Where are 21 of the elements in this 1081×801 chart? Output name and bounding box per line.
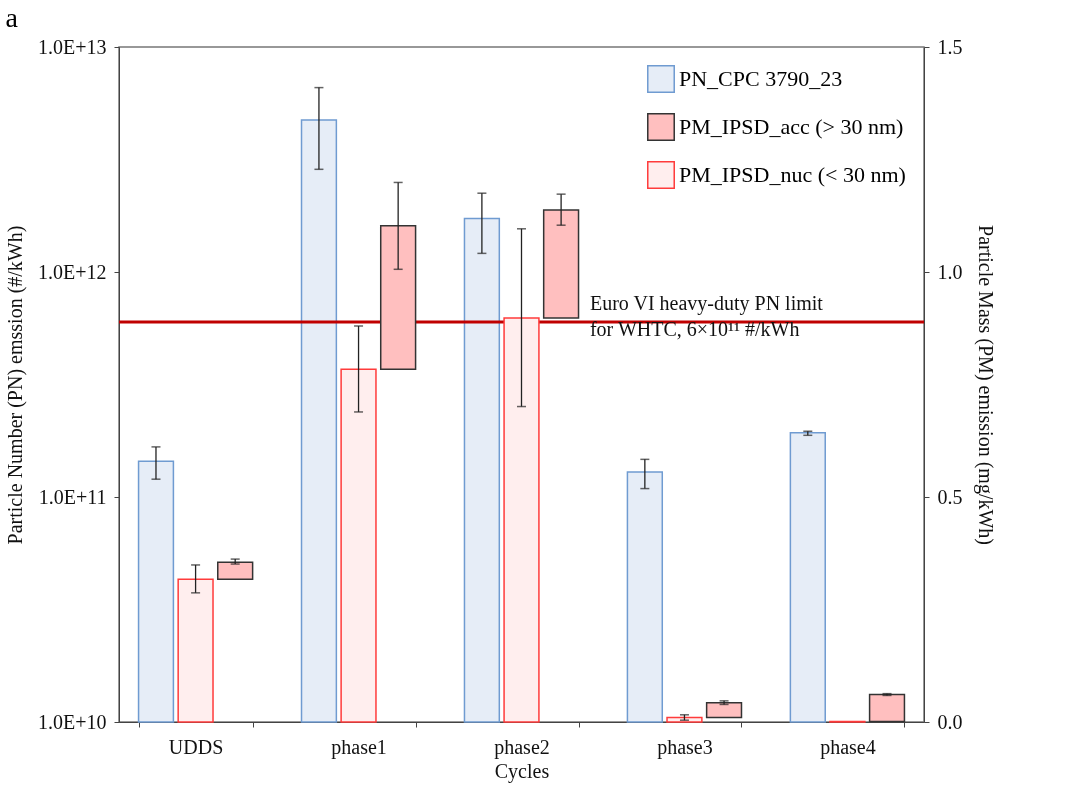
legend-label: PM_IPSD_nuc (< 30 nm) [679,162,906,187]
x-tick-label: phase1 [331,735,387,759]
x-tick-label: phase4 [820,735,876,759]
y2-tick-label: 1.5 [937,35,963,58]
y2-tick-label: 0.0 [937,710,963,733]
x-axis-title: Cycles [494,759,550,783]
y-tick-label: 1.0E+11 [38,485,107,508]
x-tick-label: phase3 [657,735,713,759]
chart-title: a [5,2,19,33]
y-tick-label: 1.0E+12 [38,260,107,283]
y-tick-label: 1.0E+13 [38,35,107,58]
y2-tick-label: 1.0 [937,260,963,283]
y-tick-label: 1.0E+10 [38,710,107,733]
x-tick-label: phase2 [494,735,550,759]
x-tick-label: UDDS [168,735,224,758]
y-axis-title: Particle Number (PN) emssion (#/kWh) [4,225,27,545]
y2-tick-label: 0.5 [937,485,963,508]
legend-label: PM_IPSD_acc (> 30 nm) [679,114,904,139]
ref-line-label: Euro VI heavy-duty PN limit for WHTC, 6×10¹¹ #/kWh [589,291,824,340]
legend-label: PN_CPC 3790_23 [679,66,843,91]
y2-axis-title: Particle Mass (PM) emission (mg/kWh) [973,225,997,545]
